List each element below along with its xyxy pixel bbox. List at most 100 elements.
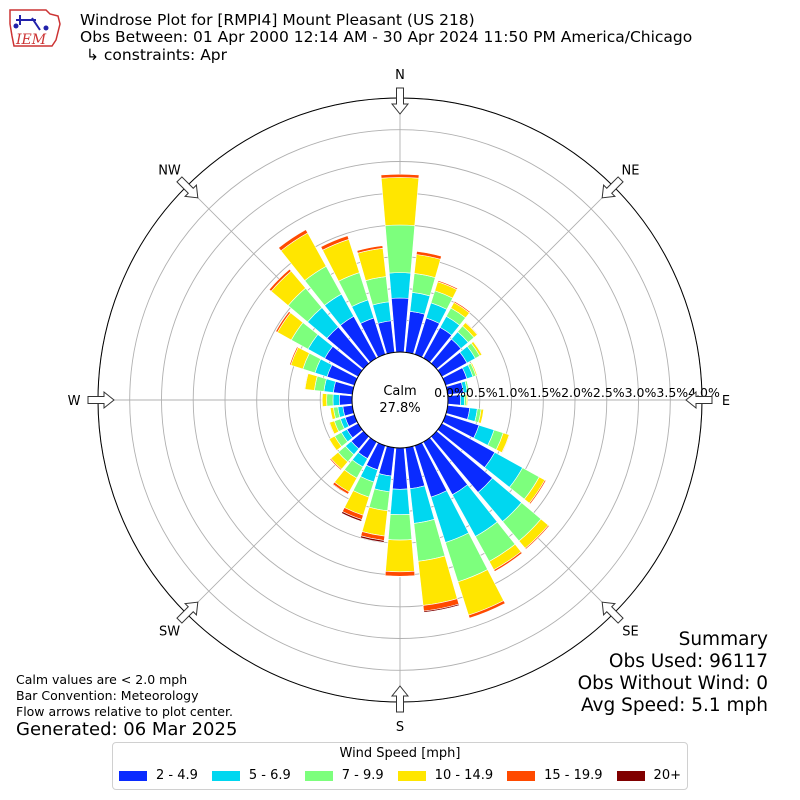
bar-segment <box>304 372 309 390</box>
logo-text: IEM <box>15 32 47 48</box>
generated-date: Generated: 06 Mar 2025 <box>16 719 238 740</box>
bar-segment <box>321 393 323 407</box>
bar-segment <box>329 457 343 471</box>
bar-segment <box>390 488 410 515</box>
flow-arrow <box>601 601 624 624</box>
legend: Wind Speed [mph] 2 - 4.9 5 - 6.9 7 - 9.9 10… <box>112 742 688 790</box>
summary-avg-speed: Avg Speed: 5.1 mph <box>580 695 768 716</box>
bar-segment <box>329 407 336 420</box>
bar-segment <box>361 506 388 537</box>
legend-label: 15 - 19.9 <box>544 768 603 783</box>
legend-item: 10 - 14.9 <box>397 768 494 783</box>
direction-label: NW <box>158 164 181 179</box>
bar-segment <box>332 394 340 406</box>
direction-label: SW <box>159 625 180 640</box>
bar-segment <box>357 247 387 282</box>
bar-segment <box>338 394 353 406</box>
bar-segment <box>384 570 416 577</box>
bar-segment <box>416 251 442 260</box>
direction-label: N <box>395 68 405 83</box>
bar-segment <box>417 555 458 606</box>
bar-segment <box>275 311 291 333</box>
bar-segment <box>268 268 292 292</box>
bar-segment <box>321 393 328 407</box>
legend-item: 15 - 19.9 <box>507 768 603 783</box>
bar-segment <box>453 300 471 314</box>
bar-segment <box>384 224 416 274</box>
bar-segment <box>328 422 335 435</box>
legend-label: 2 - 4.9 <box>156 768 198 783</box>
flow-arrow <box>390 87 410 115</box>
radial-tick-label: 2.5% <box>593 385 625 400</box>
bar-segment <box>501 434 511 454</box>
legend-swatch <box>507 770 536 781</box>
bar-segment <box>326 393 334 407</box>
bar-segment <box>528 479 547 505</box>
bar-segment <box>278 229 309 252</box>
bar-segment <box>524 524 550 550</box>
legend-item: 7 - 9.9 <box>304 768 384 783</box>
legend-label: 10 - 14.9 <box>434 768 494 783</box>
legend-swatch <box>211 770 240 781</box>
bar-convention-note: Bar Convention: Meteorology <box>16 688 199 703</box>
flow-arrow <box>87 390 115 410</box>
direction-label: S <box>396 720 404 735</box>
bar-segment <box>470 362 478 377</box>
legend-swatch <box>616 770 645 781</box>
legend-label: 20+ <box>653 768 681 783</box>
bar-segment <box>380 177 420 226</box>
bar-segment <box>380 173 420 179</box>
flow-arrow <box>176 176 199 199</box>
bar-segment <box>392 447 408 490</box>
legend-item: 20+ <box>616 768 681 783</box>
bar-segment <box>365 276 390 306</box>
radial-tick-label: 3.5% <box>656 385 688 400</box>
legend-swatch <box>119 770 147 781</box>
legend-title: Wind Speed [mph] <box>339 746 461 761</box>
bar-segment <box>328 438 338 452</box>
legend-item: 5 - 6.9 <box>211 768 291 783</box>
bar-segment <box>385 539 415 573</box>
direction-label: W <box>68 394 81 409</box>
legend-items: 2 - 4.9 5 - 6.9 7 - 9.9 10 - 14.9 15 - 19.9 2… <box>119 768 681 783</box>
flow-arrow <box>601 176 624 199</box>
flow-arrow <box>176 601 199 624</box>
calm-value: 27.8% <box>379 401 420 416</box>
bar-segment <box>384 575 416 578</box>
flow-arrow <box>390 685 410 713</box>
radial-tick-label: 1.5% <box>529 385 561 400</box>
bar-segment <box>468 600 506 619</box>
radial-tick-label: 0.5% <box>466 385 498 400</box>
legend-label: 7 - 9.9 <box>341 768 384 783</box>
bar-segment <box>341 511 363 522</box>
bar-segment <box>320 235 350 251</box>
calm-circle <box>351 351 449 449</box>
direction-label: NE <box>622 164 640 179</box>
radial-tick-label: 3.0% <box>625 385 657 400</box>
summary-obs-without-wind: Obs Without Wind: 0 <box>577 673 768 694</box>
overlay-layer: Calm 27.8% 0.0% 0.5% 1.0% 1.5% 2.0% 2.5% 3.0% 3.5… <box>68 68 731 735</box>
legend-swatch <box>397 770 426 781</box>
constraints: ↳ constraints: Apr <box>86 46 228 64</box>
calm-note: Calm values are < 2.0 mph <box>16 672 188 687</box>
bar-segment <box>388 272 412 299</box>
bar-segment <box>332 483 349 496</box>
bar-segment <box>289 346 299 366</box>
bar-segment <box>478 408 484 424</box>
bar-segment <box>368 488 391 512</box>
summary-title: Summary <box>678 629 768 650</box>
bar-segment <box>466 380 471 393</box>
radial-tick-label: 0.0% <box>434 385 466 400</box>
legend-swatch <box>304 770 333 781</box>
flow-arrow <box>685 390 713 410</box>
bar-segment <box>465 393 468 407</box>
radial-tick-label: 2.0% <box>561 385 593 400</box>
radial-tick-label: 1.0% <box>498 385 530 400</box>
legend-item: 2 - 4.9 <box>119 768 198 783</box>
bars-layer <box>268 173 550 619</box>
direction-label: SE <box>622 625 638 640</box>
summary-obs-used: Obs Used: 96117 <box>608 651 768 672</box>
iem-logo: IEM <box>9 9 61 48</box>
bar-segment <box>437 280 459 291</box>
